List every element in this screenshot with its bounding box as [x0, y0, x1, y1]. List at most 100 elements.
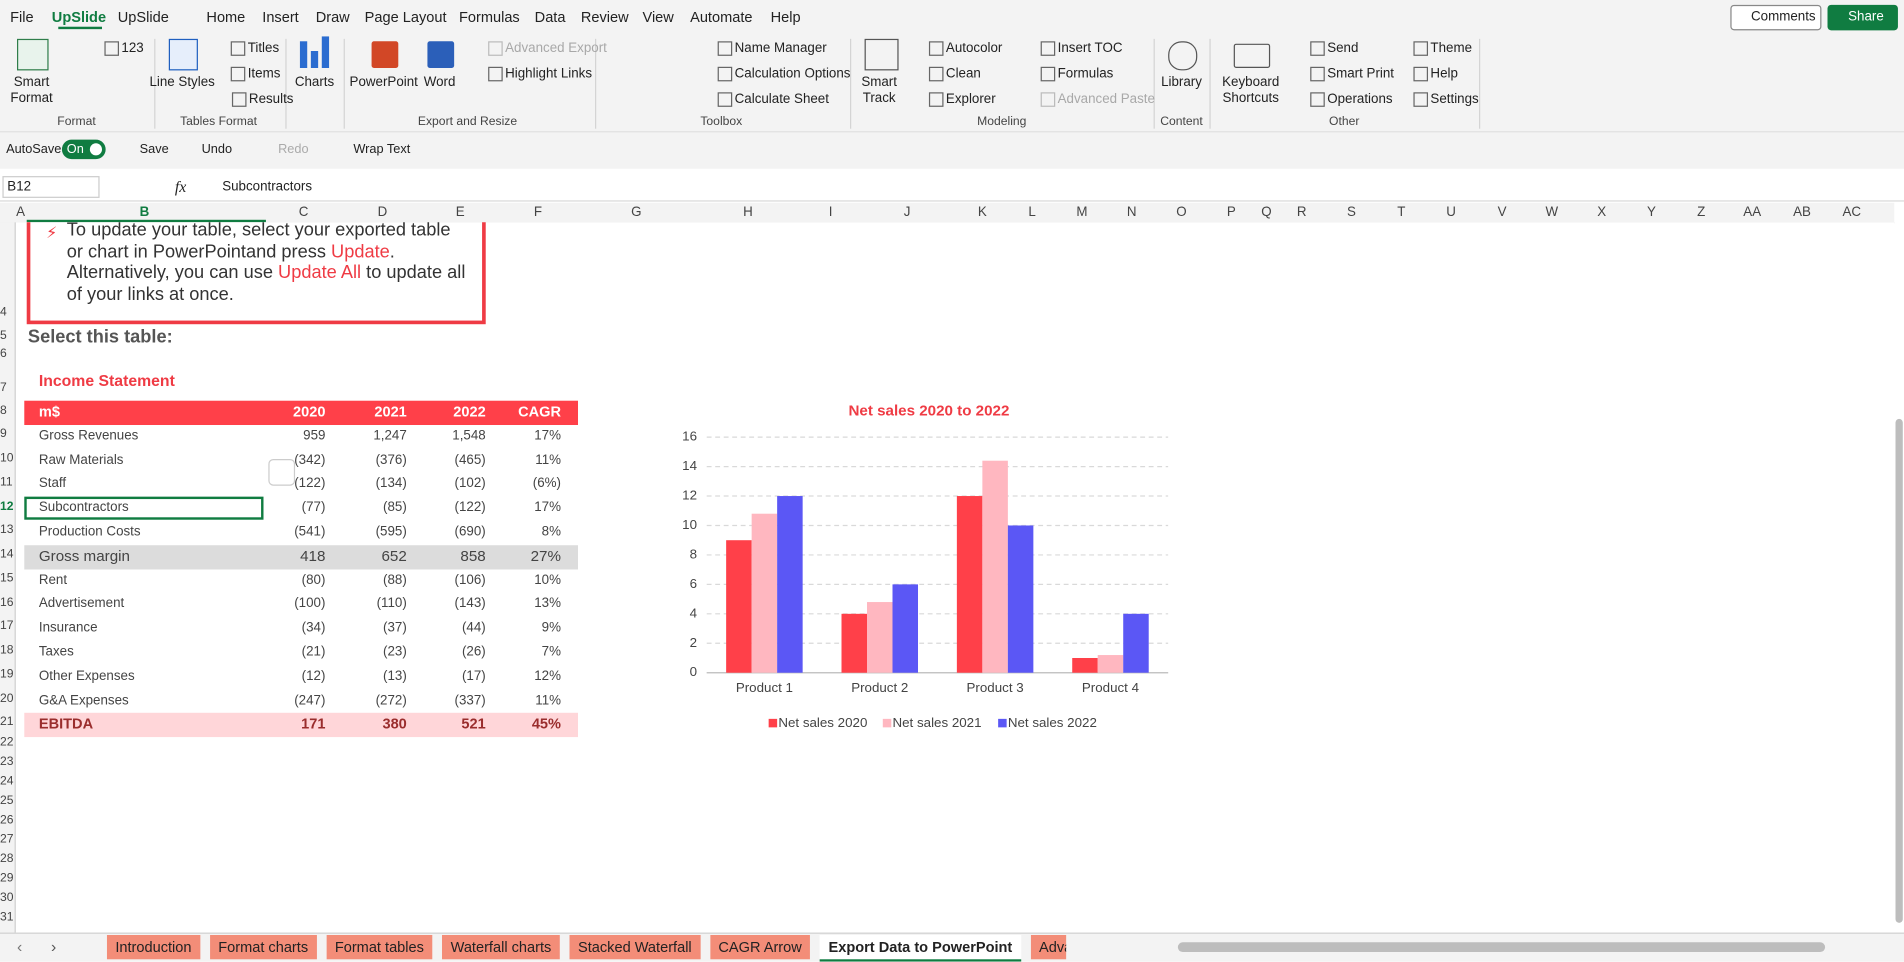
- row-header: 8: [0, 404, 7, 418]
- ribbon-button[interactable]: 123: [121, 41, 144, 56]
- ribbon-tab[interactable]: Data: [534, 8, 566, 26]
- powerpoint-icon: [371, 41, 399, 69]
- column-header: D: [377, 205, 388, 220]
- quick-access-item[interactable]: Redo: [278, 142, 309, 157]
- ribbon-tab[interactable]: Home: [206, 8, 246, 26]
- row-header: 27: [0, 833, 14, 847]
- table-cell: Subcontractors: [38, 500, 129, 516]
- ribbon-button[interactable]: Library: [1161, 75, 1202, 90]
- ribbon-button[interactable]: Explorer: [945, 92, 996, 107]
- button-icon: [488, 66, 503, 82]
- ribbon-button[interactable]: Theme: [1430, 41, 1473, 56]
- row-header: 29: [0, 871, 14, 886]
- ribbon-tab[interactable]: File: [10, 8, 34, 26]
- ribbon-tab[interactable]: Review: [580, 8, 629, 26]
- column-header: Q: [1261, 205, 1272, 220]
- ribbon-button[interactable]: Line Styles: [149, 75, 215, 90]
- column-header: L: [1028, 205, 1036, 220]
- column-header: S: [1347, 205, 1356, 220]
- sheet-tab[interactable]: Stacked Waterfall: [569, 935, 701, 960]
- button-icon: [1413, 66, 1429, 82]
- ribbon-tab[interactable]: View: [642, 8, 674, 26]
- legend-swatch: [882, 718, 892, 728]
- ribbon-button[interactable]: Smart Format: [10, 75, 53, 106]
- ribbon-button[interactable]: Settings: [1430, 92, 1479, 107]
- ribbon-button[interactable]: Items: [247, 66, 281, 82]
- ribbon-button[interactable]: Highlight Links: [505, 66, 593, 82]
- ribbon-button[interactable]: Smart Track: [861, 75, 897, 106]
- ribbon-button[interactable]: Keyboard Shortcuts: [1222, 75, 1280, 106]
- table-cell: (122): [294, 476, 326, 492]
- ribbon-button[interactable]: Advanced Export: [505, 41, 607, 56]
- sheet-tab[interactable]: Format charts: [209, 935, 317, 960]
- column-header: B: [139, 205, 150, 220]
- ribbon-button[interactable]: Charts: [294, 75, 335, 90]
- name-box[interactable]: [2, 176, 100, 198]
- ribbon-button[interactable]: Titles: [247, 41, 280, 56]
- ribbon-button[interactable]: Help: [1430, 66, 1458, 82]
- ribbon-tab[interactable]: Formulas: [458, 8, 520, 26]
- prev-sheet[interactable]: ‹: [17, 937, 23, 956]
- v-scrollbar[interactable]: [1895, 418, 1903, 923]
- sheet-tab[interactable]: Format tables: [326, 935, 433, 960]
- quick-access-item[interactable]: Undo: [201, 142, 233, 157]
- button-icon: [717, 92, 733, 107]
- ribbon-tab[interactable]: UpSlide: [117, 8, 169, 26]
- ribbon-tab[interactable]: Insert: [262, 8, 299, 26]
- ribbon-button[interactable]: Send: [1327, 41, 1359, 56]
- smart-track-icon: [864, 38, 899, 71]
- group-separator: [1209, 38, 1211, 129]
- ribbon-button[interactable]: Clean: [945, 66, 981, 82]
- ribbon-button[interactable]: Word: [423, 75, 456, 90]
- ribbon-button[interactable]: Calculation Options: [734, 66, 851, 82]
- ribbon-button[interactable]: Results: [248, 92, 294, 107]
- sheet-tab[interactable]: Advanced: [1030, 935, 1067, 960]
- table-cell: (12): [301, 668, 326, 684]
- income-table: m$ 2020 2021 2022 CAGR Gross Revenues 959 1,247…: [24, 400, 579, 738]
- column-header: I: [828, 205, 833, 220]
- quick-access-item[interactable]: On: [66, 142, 84, 157]
- sheet-tab[interactable]: Waterfall charts: [442, 935, 560, 960]
- table-cell: (88): [383, 572, 407, 588]
- ribbon-button[interactable]: Smart Print: [1327, 66, 1395, 82]
- ribbon-tab[interactable]: Automate: [690, 8, 753, 26]
- upslide-badge[interactable]: [268, 459, 296, 487]
- quick-access-item[interactable]: AutoSave: [6, 142, 62, 157]
- share-button[interactable]: [1827, 4, 1898, 31]
- ribbon-tab[interactable]: Draw: [315, 8, 350, 26]
- sheet-tab[interactable]: Export Data to PowerPoint: [820, 935, 1021, 962]
- ribbon-tab[interactable]: Help: [770, 8, 801, 26]
- sheet-tab[interactable]: CAGR Arrow: [709, 935, 811, 960]
- quick-access-item[interactable]: Wrap Text: [353, 142, 411, 157]
- ribbon-button[interactable]: Advanced Paste: [1057, 92, 1155, 107]
- ribbon-tab[interactable]: UpSlide: [51, 8, 107, 26]
- ribbon-button[interactable]: PowerPoint: [349, 75, 418, 90]
- bar: [956, 496, 983, 673]
- ribbon-button[interactable]: Autocolor: [945, 41, 1003, 56]
- comments-button[interactable]: [1730, 4, 1822, 31]
- bar: [841, 613, 868, 673]
- ribbon-tab[interactable]: Page Layout: [364, 8, 447, 26]
- ribbon-button[interactable]: Name Manager: [734, 41, 827, 56]
- ribbon-group-label: Format: [57, 115, 96, 129]
- table-cell: 2022: [453, 403, 486, 421]
- next-sheet[interactable]: ›: [51, 937, 57, 956]
- table-cell: (6%): [532, 476, 562, 492]
- ribbon-group-label: Content: [1160, 115, 1203, 129]
- ribbon-button[interactable]: Insert TOC: [1057, 41, 1123, 56]
- row-header: 22: [0, 735, 14, 750]
- table-cell: 171: [301, 715, 326, 733]
- h-scrollbar[interactable]: [1177, 942, 1826, 953]
- table-cell: (23): [383, 644, 407, 660]
- ribbon-button[interactable]: Operations: [1327, 92, 1393, 107]
- column-header: P: [1226, 205, 1236, 220]
- ribbon-button[interactable]: Formulas: [1057, 66, 1114, 82]
- y-tick-label: 2: [690, 635, 697, 650]
- sheet-tab[interactable]: Introduction: [106, 935, 201, 960]
- table-cell: 2020: [293, 403, 326, 421]
- ribbon-button[interactable]: Calculate Sheet: [734, 92, 829, 107]
- share-label: Share: [1848, 9, 1884, 25]
- table-cell: 17%: [534, 428, 562, 443]
- row-header: 13: [0, 523, 14, 537]
- quick-access-item[interactable]: Save: [139, 142, 169, 157]
